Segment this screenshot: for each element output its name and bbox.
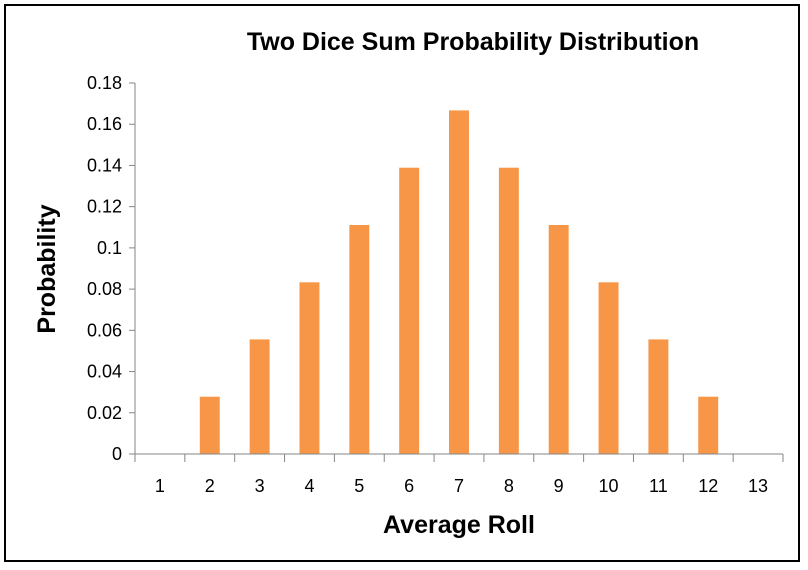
y-tick-label: 0.1 (97, 238, 122, 258)
x-tick-label: 6 (404, 476, 414, 496)
axes (134, 83, 783, 455)
y-axis-ticks: 0 0.02 0.04 0.06 0.08 0.1 0.12 0.14 0.16 0.18 (87, 73, 135, 464)
bar-6 (399, 167, 420, 454)
bar-10 (598, 282, 619, 454)
x-tick-label: 5 (354, 476, 364, 496)
x-tick-label: 10 (599, 476, 619, 496)
bar-11 (648, 339, 669, 454)
bar-4 (299, 282, 320, 454)
x-tick-label: 1 (155, 476, 165, 496)
y-tick-label: 0 (112, 444, 122, 464)
x-axis-ticks: 1 2 3 4 5 6 7 8 9 10 11 12 13 (134, 454, 784, 496)
y-tick-label: 0.02 (87, 403, 122, 423)
x-tick-label: 11 (649, 476, 668, 496)
x-tick-label: 9 (554, 476, 564, 496)
y-tick-label: 0.14 (87, 155, 122, 175)
x-axis-label: Average Roll (383, 511, 535, 539)
y-axis-label: Probability (33, 204, 61, 333)
y-tick-label: 0.04 (87, 362, 122, 382)
x-tick-label: 4 (304, 476, 314, 496)
bar-9 (548, 225, 569, 454)
bar-12 (698, 396, 719, 454)
y-tick-label: 0.12 (87, 197, 122, 217)
bar-3 (249, 339, 270, 454)
y-tick-label: 0.06 (87, 320, 122, 340)
y-tick-label: 0.18 (87, 73, 122, 93)
x-tick-label: 2 (205, 476, 215, 496)
x-tick-label: 8 (504, 476, 514, 496)
chart-title: Two Dice Sum Probability Distribution (247, 28, 699, 56)
bar-7 (449, 110, 469, 454)
y-tick-label: 0.16 (87, 114, 122, 134)
bar-2 (199, 396, 220, 454)
bar-5 (349, 225, 370, 454)
x-tick-label: 7 (454, 476, 464, 496)
x-tick-label: 13 (748, 476, 768, 496)
bars (199, 110, 719, 454)
x-tick-label: 3 (255, 476, 265, 496)
x-tick-label: 12 (698, 476, 718, 496)
y-tick-label: 0.08 (87, 279, 122, 299)
bar-8 (498, 167, 519, 454)
